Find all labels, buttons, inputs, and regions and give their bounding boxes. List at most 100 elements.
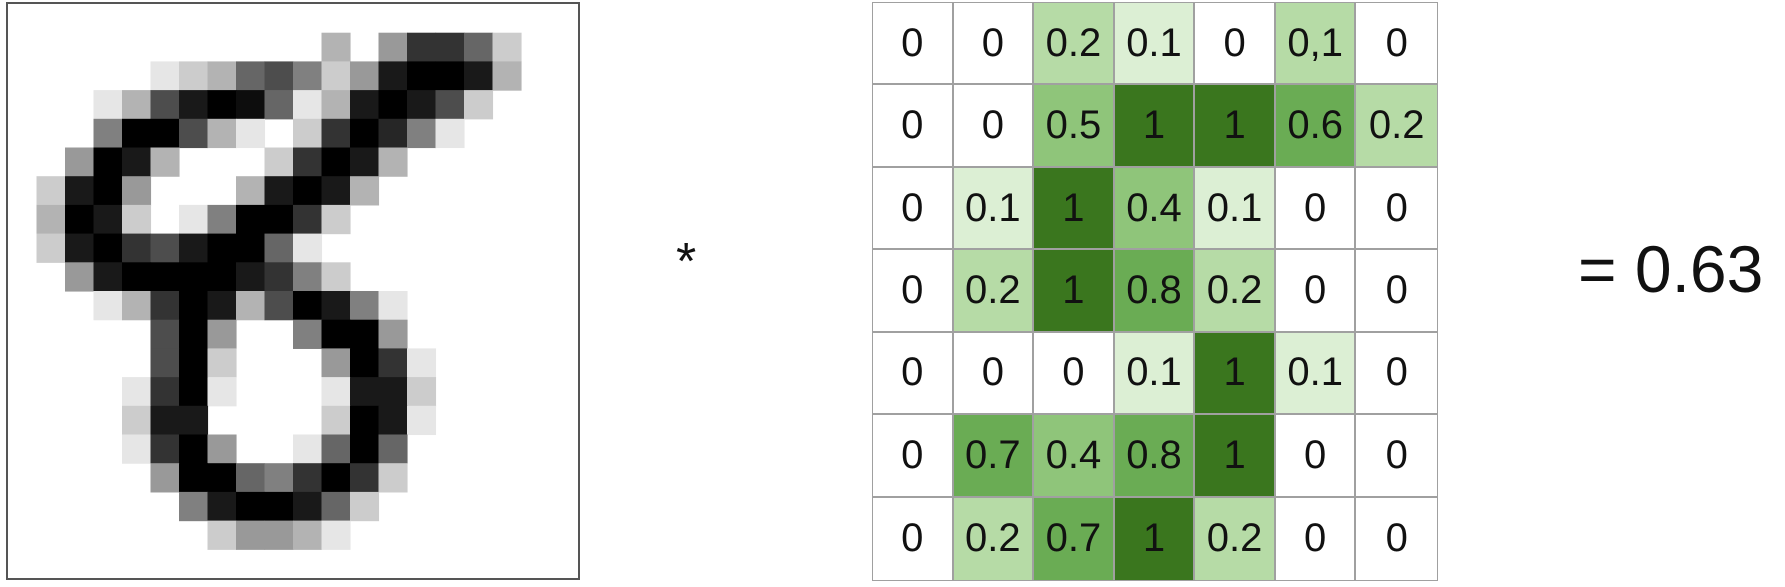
weight-cell: 0 (873, 85, 954, 168)
digit-pixel (179, 291, 209, 321)
digit-pixel (378, 61, 408, 91)
weight-cell: 0.8 (1114, 250, 1196, 333)
digit-pixel (407, 61, 437, 91)
digit-pixel (236, 118, 266, 149)
digit-pixel (464, 90, 494, 120)
digit-pixel (293, 520, 323, 550)
digit-pixel (350, 348, 380, 378)
digit-pixel (321, 291, 351, 321)
digit-pixel (93, 204, 123, 235)
weight-cell: 0 (1356, 415, 1437, 498)
digit-pixel (122, 377, 152, 407)
digit-pixel (293, 118, 323, 149)
digit-pixel (378, 377, 408, 407)
digit-pixel (179, 319, 209, 349)
digit-pixel (236, 90, 266, 120)
digit-pixel (236, 262, 266, 292)
digit-pixel (321, 319, 351, 349)
weight-cell: 0 (873, 167, 954, 251)
digit-pixel (435, 90, 465, 120)
digit-pixel (179, 348, 209, 378)
weight-cell: 1 (1114, 85, 1196, 168)
digit-pixel (36, 204, 66, 235)
digit-pixel (93, 147, 123, 177)
digit-pixel (93, 262, 123, 292)
digit-pixel (150, 118, 180, 149)
weight-cell: 1 (1195, 85, 1276, 168)
weight-cell: 0 (953, 332, 1035, 416)
digit-pixel (350, 491, 380, 522)
digit-pixel (122, 90, 152, 120)
digit-pixel (207, 348, 237, 378)
digit-pixel (150, 463, 180, 493)
weight-cell: 0 (1275, 497, 1357, 580)
digit-pixel (207, 90, 237, 120)
digit-pixel (264, 262, 294, 292)
multiply-operator: * (676, 233, 697, 291)
digit-pixel (36, 176, 66, 206)
digit-pixel (179, 118, 209, 149)
digit-pixel (264, 463, 294, 493)
weight-cell: 0.5 (1034, 85, 1115, 168)
digit-pixel (464, 61, 494, 91)
result-value: = 0.63 (1578, 232, 1764, 306)
digit-pixel (179, 434, 209, 464)
weight-cell: 0 (1275, 167, 1357, 251)
digit-pixel (264, 491, 294, 522)
digit-pixel (350, 176, 380, 206)
weight-cell: 1 (1195, 415, 1276, 498)
digit-pixel (378, 291, 408, 321)
digit-pixel (350, 377, 380, 407)
digit-pixel (264, 233, 294, 263)
digit-pixel (122, 204, 152, 235)
digit-pixel (207, 319, 237, 349)
digit-pixel (350, 90, 380, 120)
digit-pixel (293, 291, 323, 321)
weight-cell: 0 (1356, 497, 1437, 580)
digit-pixel (293, 262, 323, 292)
digit-pixel (321, 61, 351, 91)
weight-cell: 0 (953, 85, 1035, 168)
weight-cell: 0 (873, 3, 954, 86)
digit-pixel (293, 434, 323, 464)
digit-pixel (264, 61, 294, 91)
digit-pixel (150, 262, 180, 292)
digit-pixel (179, 204, 209, 235)
digit-pixel (435, 32, 465, 62)
digit-pixel (350, 291, 380, 321)
digit-pixel (207, 262, 237, 292)
digit-pixel (207, 204, 237, 235)
weight-cell: 0.1 (1275, 332, 1357, 416)
digit-pixel (179, 463, 209, 493)
digit-pixel (179, 377, 209, 407)
digit-pixel (350, 147, 380, 177)
digit-pixel (122, 434, 152, 464)
digit-pixel (65, 176, 95, 206)
digit-pixel (179, 61, 209, 91)
weight-matrix: 0 0 0.2 0.1 0 0,1 0 0 0 0.5 1 1 0.6 0.2 0 0.1 1 0.4 0.1 0 0 0… (872, 2, 1438, 581)
weight-cell: 1 (1195, 332, 1276, 416)
digit-pixel (122, 291, 152, 321)
weight-cell: 0.1 (1114, 332, 1196, 416)
digit-pixel (236, 61, 266, 91)
digit-pixel (264, 204, 294, 235)
digit-pixel (150, 233, 180, 263)
weight-cell: 0 (1275, 250, 1357, 333)
digit-pixel (321, 32, 351, 62)
digit-pixel (207, 291, 237, 321)
digit-pixel (236, 233, 266, 263)
weight-cell: 0.6 (1275, 85, 1357, 168)
digit-pixel (321, 348, 351, 378)
digit-pixel (321, 176, 351, 206)
weight-cell: 0 (873, 415, 954, 498)
digit-pixel (435, 118, 465, 149)
digit-pixel (492, 32, 522, 62)
digit-pixel (321, 204, 351, 235)
digit-pixel (207, 377, 237, 407)
digit-pixel (150, 348, 180, 378)
digit-pixel (122, 147, 152, 177)
weight-cell: 1 (1034, 250, 1115, 333)
digit-pixel (321, 520, 351, 550)
digit-pixel (293, 319, 323, 349)
digit-pixel (293, 463, 323, 493)
